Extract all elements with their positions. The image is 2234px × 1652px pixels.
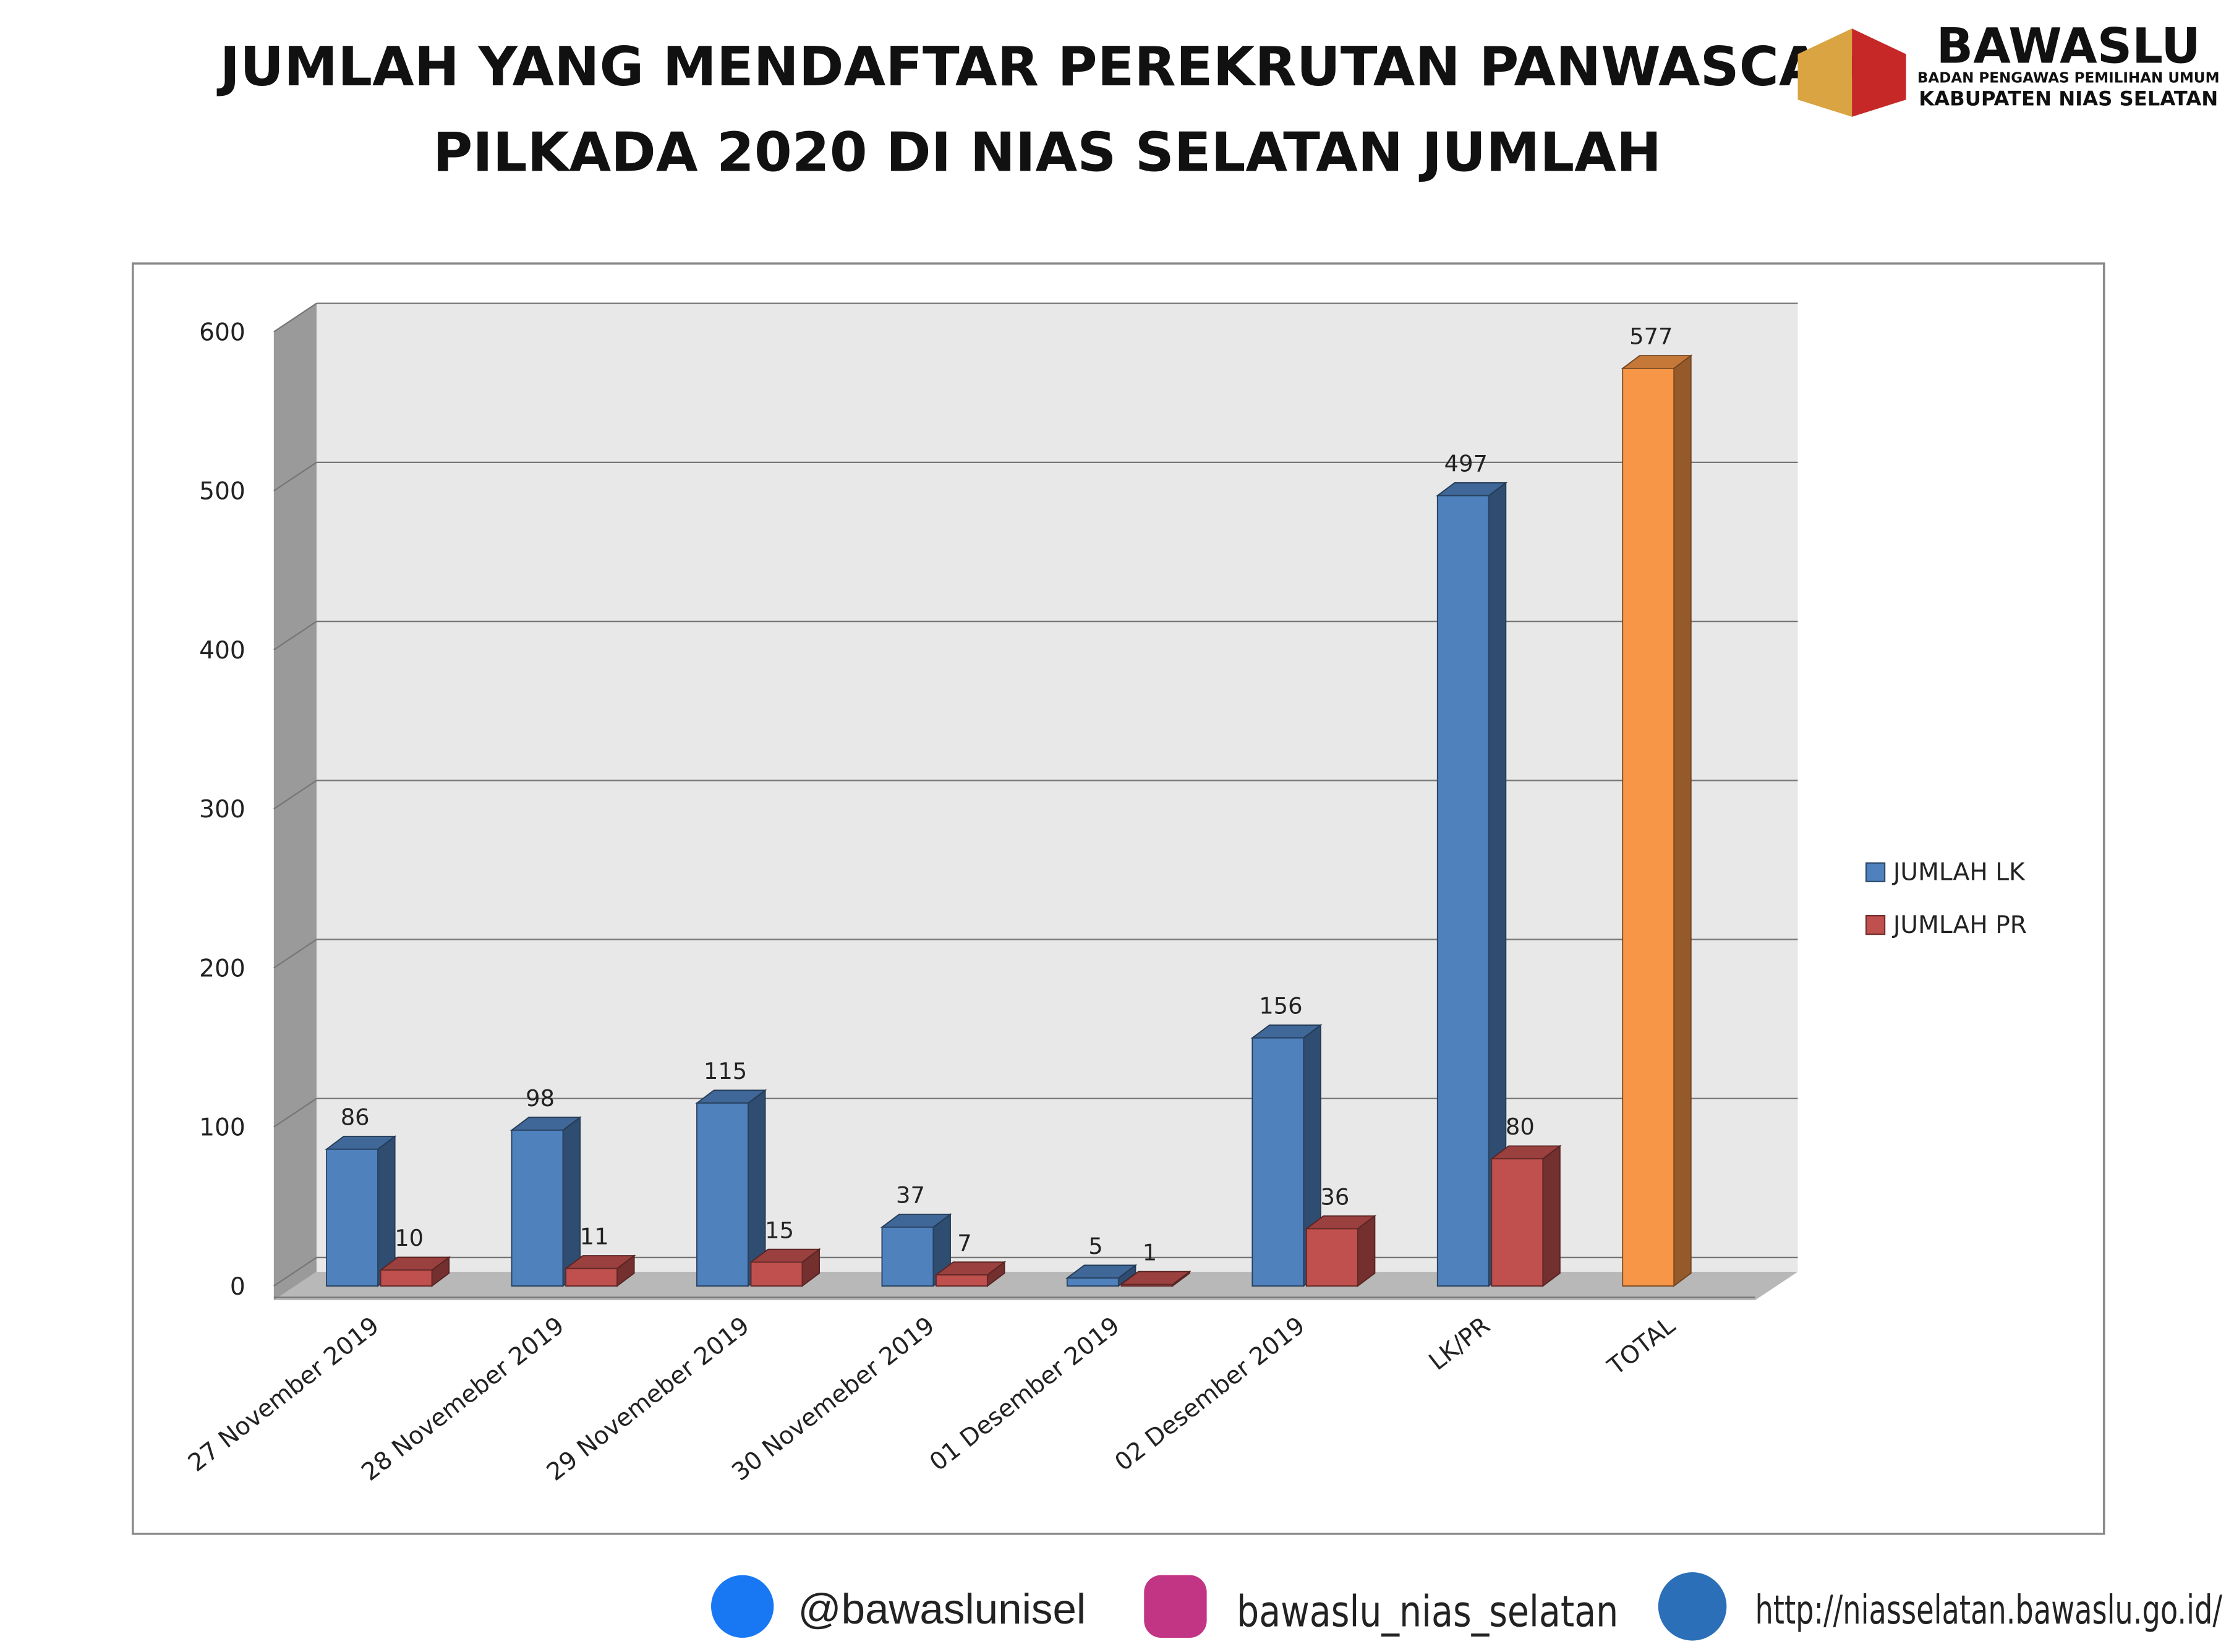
value-label: 36 — [1320, 1183, 1349, 1210]
bar — [1436, 495, 1490, 1287]
bar — [696, 1102, 749, 1287]
bar-side — [1673, 354, 1692, 1287]
facebook-icon — [711, 1575, 774, 1638]
value-label: 156 — [1259, 993, 1302, 1020]
bar — [750, 1261, 803, 1287]
grid-line — [273, 621, 317, 651]
value-label: 115 — [704, 1058, 747, 1084]
grid-line — [273, 1256, 317, 1287]
logo-text: KABUPATEN NIAS SELATAN — [1919, 87, 2218, 110]
back-wall — [316, 303, 1798, 1272]
instagram-icon — [1144, 1575, 1207, 1638]
footer: @bawaslunisel bawaslu_nias_selatan http:… — [711, 1572, 2222, 1641]
logo-name: BAWASLU — [1937, 18, 2201, 74]
value-label: 577 — [1629, 323, 1673, 350]
y-tick-label: 200 — [199, 955, 245, 982]
grid-line — [273, 302, 317, 333]
value-label: 15 — [765, 1217, 794, 1243]
value-label: 37 — [896, 1182, 925, 1209]
y-tick-label: 400 — [199, 637, 245, 665]
bar — [1120, 1284, 1174, 1287]
bar — [881, 1226, 934, 1287]
value-label: 80 — [1506, 1113, 1535, 1140]
logo-text: BADAN PENGAWAS PEMILIHAN UMUM — [1917, 70, 2220, 87]
bar-side — [1542, 1144, 1561, 1287]
value-label: 1 — [1143, 1239, 1157, 1266]
bar — [1251, 1037, 1305, 1287]
title-line: JUMLAH YANG MENDAFTAR PEREKRUTAN PANWASC… — [217, 35, 1875, 98]
legend-swatch — [1865, 914, 1886, 935]
floor — [273, 1271, 1798, 1301]
legend-label: JUMLAH LK — [1891, 859, 2026, 887]
value-label: 98 — [526, 1085, 555, 1112]
footer-text: bawaslu_nias_selatan — [1237, 1588, 1618, 1637]
bar — [511, 1130, 564, 1287]
y-tick-label: 100 — [199, 1114, 245, 1142]
bar — [380, 1269, 433, 1287]
bar — [1622, 367, 1675, 1287]
bar — [1066, 1277, 1119, 1287]
logo-shape — [1852, 28, 1906, 117]
legend-swatch — [1865, 862, 1886, 882]
value-label: 86 — [341, 1104, 370, 1131]
y-tick-label: 0 — [230, 1273, 245, 1301]
globe-icon — [1658, 1572, 1727, 1641]
logo: BAWASLU BADAN PENGAWAS PEMILIHAN UMUM KA… — [1797, 18, 2220, 117]
legend-label: JUMLAH PR — [1891, 911, 2027, 939]
bar — [1491, 1158, 1544, 1287]
footer-text: http://niasselatan.bawaslu.go.id/ — [1755, 1587, 2222, 1633]
y-tick-label: 600 — [199, 319, 245, 347]
bar — [565, 1267, 618, 1287]
footer-text: @bawaslunisel — [798, 1585, 1086, 1633]
grid-line — [273, 1097, 317, 1128]
grid-line — [273, 780, 317, 810]
grid-line — [273, 939, 317, 969]
value-label: 10 — [394, 1225, 424, 1251]
value-label: 11 — [580, 1224, 609, 1250]
value-label: 497 — [1444, 450, 1488, 477]
side-wall — [273, 303, 317, 1301]
bar — [936, 1274, 988, 1287]
value-label: 7 — [957, 1230, 971, 1256]
value-label: 5 — [1088, 1233, 1102, 1259]
title-line: PILKADA 2020 DI NIAS SELATAN JUMLAH — [433, 121, 1661, 184]
grid-line — [273, 461, 317, 492]
bar — [1305, 1228, 1358, 1287]
logo-shape — [1797, 28, 1852, 117]
y-tick-label: 300 — [199, 796, 245, 824]
bar — [326, 1148, 378, 1287]
y-tick-label: 500 — [199, 478, 245, 506]
